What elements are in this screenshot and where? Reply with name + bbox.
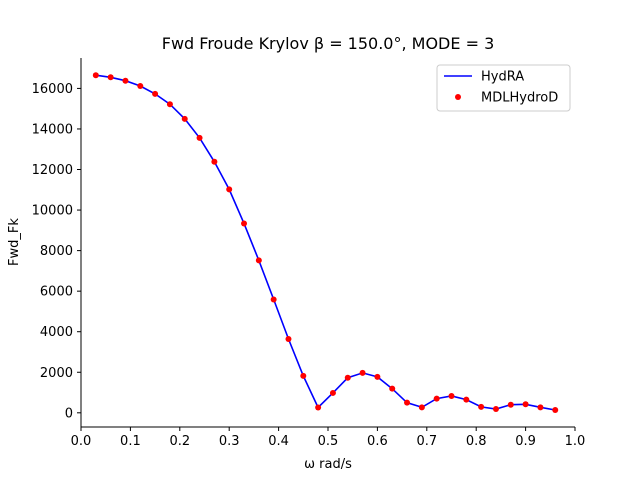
series-point-mdlhydrod — [389, 385, 396, 392]
x-axis-label: ω rad/s — [304, 457, 352, 472]
series-point-mdlhydrod — [359, 369, 366, 376]
series-point-mdlhydrod — [492, 405, 499, 412]
series-point-mdlhydrod — [122, 77, 129, 84]
series-point-mdlhydrod — [285, 336, 292, 343]
y-tick-label: 10000 — [32, 204, 73, 219]
y-tick-label: 12000 — [32, 163, 73, 178]
y-tick-label: 16000 — [32, 82, 73, 97]
series-point-mdlhydrod — [137, 82, 144, 89]
series-point-mdlhydrod — [107, 74, 114, 81]
series-point-mdlhydrod — [374, 373, 381, 380]
series-point-mdlhydrod — [152, 90, 159, 97]
y-tick-label: 8000 — [40, 244, 73, 259]
x-tick-label: 0.6 — [367, 434, 388, 449]
series-point-mdlhydrod — [166, 101, 173, 108]
x-tick-label: 1.0 — [565, 434, 586, 449]
legend-label-hydra: HydRA — [481, 70, 524, 85]
series-point-mdlhydrod — [522, 401, 529, 408]
series-point-mdlhydrod — [300, 372, 307, 379]
y-tick-label: 4000 — [40, 325, 73, 340]
legend: HydRA MDLHydroD — [436, 64, 571, 112]
x-tick-label: 0.2 — [169, 434, 190, 449]
series-point-mdlhydrod — [404, 399, 411, 406]
y-tick-label: 0 — [65, 406, 73, 421]
series-point-mdlhydrod — [418, 404, 425, 411]
series-point-mdlhydrod — [448, 392, 455, 399]
x-tick-label: 0.5 — [318, 434, 339, 449]
series-point-mdlhydrod — [329, 389, 336, 396]
y-tick-label: 2000 — [40, 366, 73, 381]
series-point-mdlhydrod — [92, 72, 99, 79]
series-point-mdlhydrod — [478, 403, 485, 410]
series-point-mdlhydrod — [433, 395, 440, 402]
series-point-mdlhydrod — [211, 158, 218, 165]
series-point-mdlhydrod — [507, 401, 514, 408]
series-point-mdlhydrod — [255, 257, 262, 264]
x-tick-label: 0.7 — [416, 434, 437, 449]
series-point-mdlhydrod — [463, 396, 470, 403]
x-tick-label: 0.0 — [71, 434, 92, 449]
series-point-mdlhydrod — [552, 406, 559, 413]
x-tick-label: 0.4 — [268, 434, 289, 449]
series-point-mdlhydrod — [270, 296, 277, 303]
y-axis-label: Fwd_Fk — [7, 218, 22, 266]
series-point-mdlhydrod — [226, 186, 233, 193]
x-tick-label: 0.3 — [219, 434, 240, 449]
series-point-mdlhydrod — [315, 404, 322, 411]
x-tick-label: 0.8 — [466, 434, 487, 449]
series-point-mdlhydrod — [181, 115, 188, 122]
legend-label-mdlhydrod: MDLHydroD — [481, 91, 558, 106]
series-point-mdlhydrod — [241, 220, 248, 227]
x-tick-label: 0.9 — [515, 434, 536, 449]
legend-swatch-mdlhydrod — [455, 94, 461, 100]
x-tick-label: 0.1 — [120, 434, 141, 449]
series-point-mdlhydrod — [196, 134, 203, 141]
chart-title: Fwd Froude Krylov β = 150.0°, MODE = 3 — [162, 34, 495, 53]
series-point-mdlhydrod — [344, 374, 351, 381]
y-tick-label: 14000 — [32, 122, 73, 137]
y-tick-label: 6000 — [40, 285, 73, 300]
plot-area: 0.0 0.1 0.2 0.3 0.4 0.5 0.6 0.7 0.8 0.9 1.0 0 2000 40… — [32, 58, 586, 449]
series-point-mdlhydrod — [537, 404, 544, 411]
